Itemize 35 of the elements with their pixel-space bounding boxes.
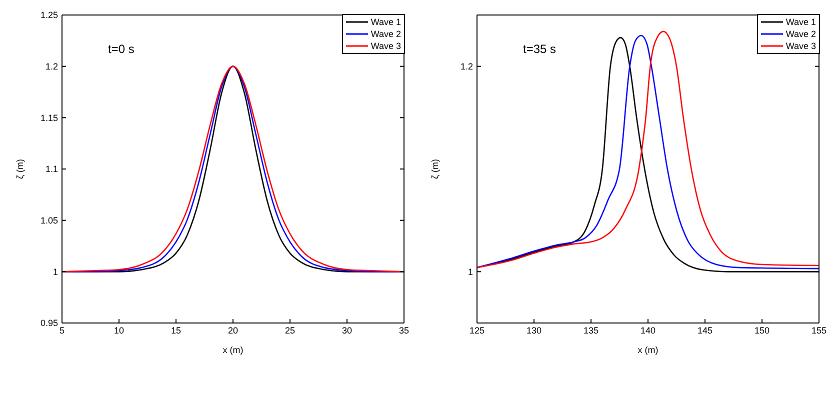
x-tick-label: 30: [342, 325, 352, 336]
x-tick-label: 35: [398, 325, 410, 336]
x-tick-label: 135: [583, 325, 599, 336]
x-tick-label: 15: [170, 325, 182, 336]
annotation: t=0 s: [108, 42, 134, 56]
y-tick-label: 0.95: [40, 318, 58, 328]
y-axis-title: ζ (m): [430, 159, 440, 179]
y-tick-label: 1.25: [40, 10, 58, 20]
x-axis-title: x (m): [222, 345, 244, 355]
x-axis-title: x (m): [638, 345, 658, 355]
x-tick-label: 145: [697, 325, 713, 336]
x-tick-label: 125: [469, 325, 485, 336]
y-axis-title: ζ (m): [15, 159, 26, 179]
legend-label: Wave 2: [370, 28, 401, 40]
y-tick-label: 1.2: [460, 62, 473, 72]
y-tick-label: 1: [52, 266, 58, 277]
y-tick-label: 1.1: [45, 164, 58, 174]
x-tick-label: 10: [114, 325, 124, 336]
x-tick-label: 130: [526, 325, 542, 336]
x-tick-label: 155: [811, 325, 827, 336]
annotation: t=35 s: [523, 42, 556, 56]
x-tick-label: 5: [59, 325, 65, 336]
x-tick-label: 150: [754, 325, 770, 336]
legend-label: Wave 3: [370, 40, 401, 52]
x-tick-label: 20: [228, 325, 238, 336]
legend-label: Wave 3: [786, 40, 816, 52]
y-tick-label: 1.2: [45, 62, 58, 72]
y-tick-label: 1.05: [40, 216, 58, 226]
x-tick-label: 140: [640, 325, 656, 336]
y-tick-label: 1: [468, 266, 473, 277]
legend-label: Wave 1: [370, 16, 401, 28]
x-tick-label: 25: [284, 325, 296, 336]
legend-label: Wave 1: [786, 16, 816, 28]
y-tick-label: 1.15: [40, 112, 58, 123]
legend-label: Wave 2: [786, 28, 816, 40]
